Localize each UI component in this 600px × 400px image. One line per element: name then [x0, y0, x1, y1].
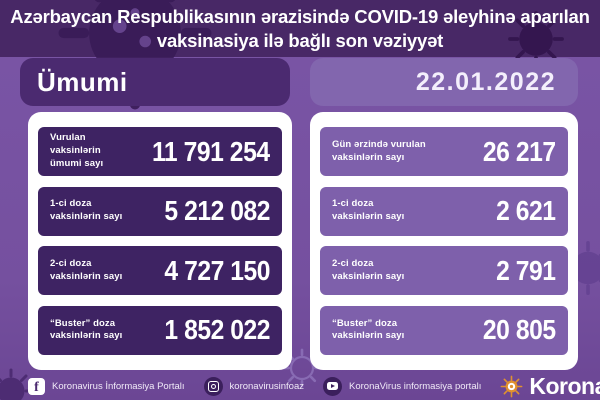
- koronavirus-logo: KoronaVirus info: [500, 374, 600, 398]
- stat-row-daily-dose1: 1-ci doza vaksinlərin sayı 2 621: [320, 186, 568, 236]
- stat-row-total-dose2: 2-ci doza vaksinlərin sayı 4 727 150: [38, 246, 282, 296]
- stat-value: 4 727 150: [164, 254, 270, 286]
- stat-label: 1-ci doza vaksinlərin sayı: [50, 198, 123, 223]
- footer: f Koronavirus İnformasiya Portalı korona…: [28, 374, 600, 398]
- daily-stats-card: Gün ərzində vurulan vaksinlərin sayı 26 …: [310, 112, 578, 370]
- stat-row-daily-booster: “Buster” doza vaksinlərin sayı 20 805: [320, 305, 568, 355]
- stat-label: Gün ərzində vurulan vaksinlərin sayı: [332, 138, 426, 163]
- total-panel-header: Ümumi: [20, 58, 290, 106]
- virus-icon: [0, 366, 36, 400]
- stat-label: 1-ci doza vaksinlərin sayı: [332, 198, 405, 223]
- stat-label: Vurulan vaksinlərin ümumi sayı: [50, 132, 104, 169]
- stat-value: 2 621: [496, 195, 557, 227]
- stat-row-total-all: Vurulan vaksinlərin ümumi sayı 11 791 25…: [38, 127, 282, 176]
- brand-name: KoronaVirus: [529, 372, 600, 399]
- stat-value: 20 805: [483, 314, 556, 346]
- date-label: 22.01.2022: [415, 67, 556, 96]
- total-panel-title: Ümumi: [37, 66, 128, 97]
- total-stats-card: Vurulan vaksinlərin ümumi sayı 11 791 25…: [28, 112, 292, 370]
- page-title-line1: Azərbaycan Respublikasının ərazisində CO…: [10, 6, 590, 27]
- page-title-line2: vaksinasiya ilə bağlı son vəziyyət: [156, 29, 444, 51]
- stat-value: 5 212 082: [164, 195, 270, 227]
- stat-label: 2-ci doza vaksinlərin sayı: [332, 258, 405, 282]
- stat-value: 26 217: [483, 135, 556, 167]
- page-title: Azərbaycan Respublikasının ərazisində CO…: [0, 5, 600, 52]
- facebook-handle: f Koronavirus İnformasiya Portalı: [28, 377, 185, 395]
- facebook-label: Koronavirus İnformasiya Portalı: [52, 380, 185, 392]
- stat-label: “Buster” doza vaksinlərin sayı: [332, 317, 405, 342]
- youtube-handle: KoronaVirus informasiya portalı: [323, 376, 482, 396]
- stat-row-daily-all: Gün ərzində vurulan vaksinlərin sayı 26 …: [320, 127, 568, 176]
- instagram-handle: koronavirusinfoaz: [203, 376, 304, 396]
- youtube-icon: [323, 376, 342, 396]
- facebook-icon: f: [28, 377, 45, 395]
- stat-label: 2-ci doza vaksinlərin sayı: [50, 258, 123, 282]
- date-panel-header: 22.01.2022: [310, 58, 578, 106]
- stat-value: 2 791: [496, 254, 557, 286]
- instagram-icon: [203, 376, 223, 396]
- stat-value: 1 852 022: [164, 314, 270, 346]
- stat-value: 11 791 254: [152, 135, 270, 167]
- stat-label: “Buster” doza vaksinlərin sayı: [50, 317, 123, 342]
- stat-row-total-dose1: 1-ci doza vaksinlərin sayı 5 212 082: [38, 186, 282, 236]
- youtube-label: KoronaVirus informasiya portalı: [349, 380, 482, 392]
- stat-row-total-booster: “Buster” doza vaksinlərin sayı 1 852 022: [38, 305, 282, 355]
- stat-row-daily-dose2: 2-ci doza vaksinlərin sayı 2 791: [320, 246, 568, 296]
- virus-logo-icon: [500, 375, 523, 398]
- instagram-label: koronavirusinfoaz: [229, 380, 304, 392]
